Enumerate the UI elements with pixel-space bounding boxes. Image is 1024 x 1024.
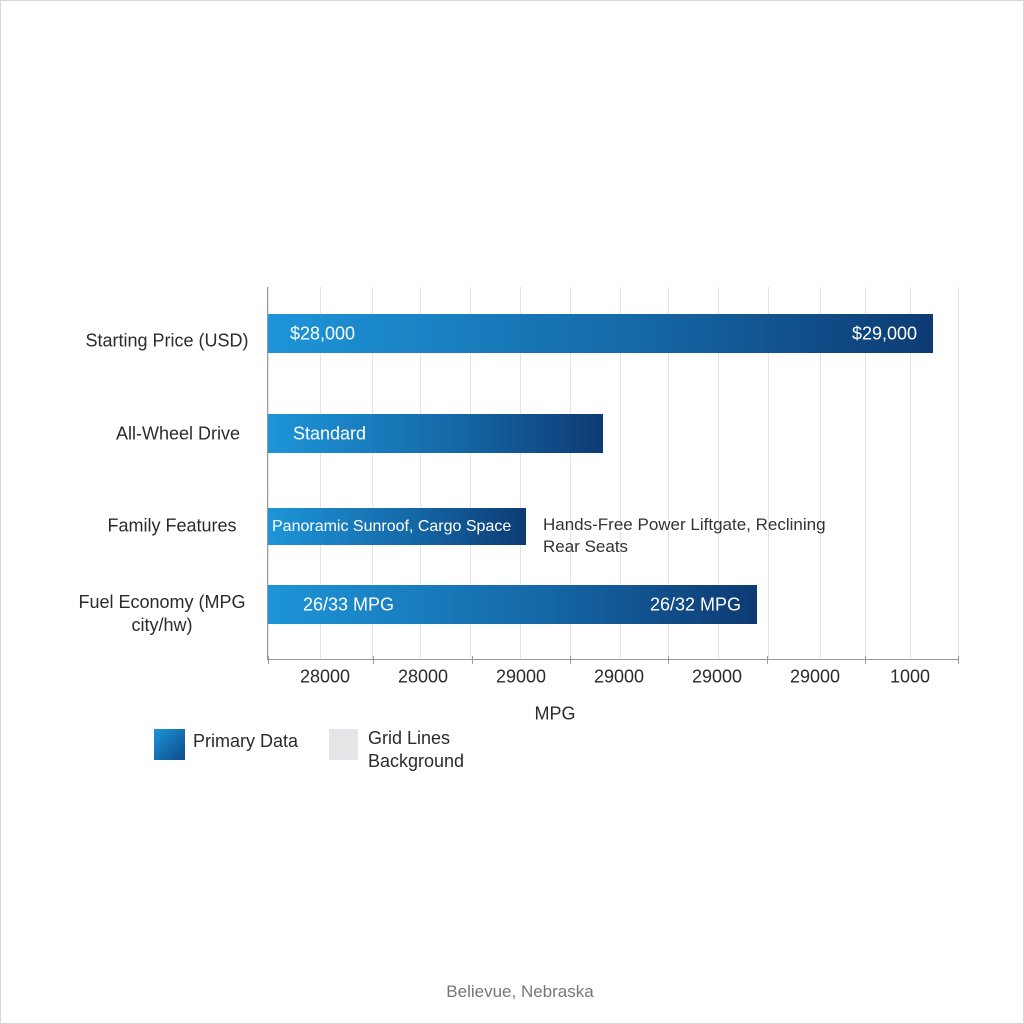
legend-label-line: Primary Data	[193, 731, 299, 751]
grid-line	[958, 287, 959, 660]
row-label: Fuel Economy (MPG city/hw)	[78, 591, 245, 637]
bar: Standard	[268, 414, 603, 453]
grid-line	[718, 287, 719, 660]
footer: Believue, Nebraska	[446, 982, 594, 1001]
outside-text: Hands-Free Power Liftgate, Reclining Rear…	[543, 514, 826, 558]
x-tick-label: 1000	[889, 666, 931, 687]
row-label: Starting Price (USD)	[85, 330, 248, 353]
legend-label: Grid Lines Background	[368, 727, 464, 773]
x-tick-label: 28000	[397, 666, 449, 687]
bar-text: 26/32 MPG	[650, 594, 742, 614]
x-tick-label: 29000	[789, 666, 841, 687]
grid-line	[470, 287, 471, 660]
x-tick	[865, 656, 866, 664]
legend-label-line: Background	[368, 751, 465, 771]
grid-line	[910, 287, 911, 660]
x-axis-title: MPG	[534, 703, 576, 724]
x-tick	[958, 656, 959, 664]
x-tick-label: 29000	[691, 666, 743, 687]
x-axis-line	[267, 659, 958, 660]
row-label: All-Wheel Drive	[116, 423, 240, 446]
x-tick	[767, 656, 768, 664]
x-tick-label: 29000	[593, 666, 645, 687]
legend-label-line: Grid Lines	[368, 728, 451, 748]
bar-text: $29,000	[852, 323, 918, 343]
grid-line	[268, 287, 269, 660]
grid-line	[668, 287, 669, 660]
grid-line	[620, 287, 621, 660]
grid-line	[420, 287, 421, 660]
x-tick	[268, 656, 269, 664]
bar: $28,000 $29,000	[268, 314, 933, 353]
outside-text-line: Hands-Free Power Liftgate, Reclining	[543, 515, 826, 534]
legend-label: Primary Data	[193, 730, 298, 753]
row-label: Family Features	[107, 515, 236, 538]
y-axis-line	[267, 287, 268, 660]
bar-text: Panoramic Sunroof, Cargo Space	[272, 517, 512, 535]
bar: 26/33 MPG 26/32 MPG	[268, 585, 757, 624]
x-tick	[373, 656, 374, 664]
outside-text-line: Rear Seats	[543, 537, 629, 556]
bar-text: $28,000	[290, 323, 356, 343]
grid-line	[865, 287, 866, 660]
bar: Panoramic Sunroof, Cargo Space	[268, 508, 526, 545]
x-tick	[570, 656, 571, 664]
grid-line	[820, 287, 821, 660]
x-tick	[668, 656, 669, 664]
grid-line	[520, 287, 521, 660]
row-label-line: All-Wheel Drive	[115, 423, 241, 444]
grid-line	[570, 287, 571, 660]
row-label-line: Fuel Economy (MPG	[78, 592, 246, 612]
grid-line	[372, 287, 373, 660]
x-tick-label: 28000	[299, 666, 351, 687]
x-tick-label: 29000	[495, 666, 547, 687]
row-label-line: Family Features	[107, 515, 237, 536]
bar-text: 26/33 MPG	[303, 594, 395, 614]
grid-line	[768, 287, 769, 660]
legend-swatch	[154, 729, 185, 760]
bar-text: Standard	[293, 423, 367, 443]
row-label-line: Starting Price (USD)	[85, 330, 249, 351]
row-label-line: city/hw)	[131, 615, 193, 635]
x-tick	[472, 656, 473, 664]
legend-swatch	[329, 729, 358, 760]
grid-line	[320, 287, 321, 660]
